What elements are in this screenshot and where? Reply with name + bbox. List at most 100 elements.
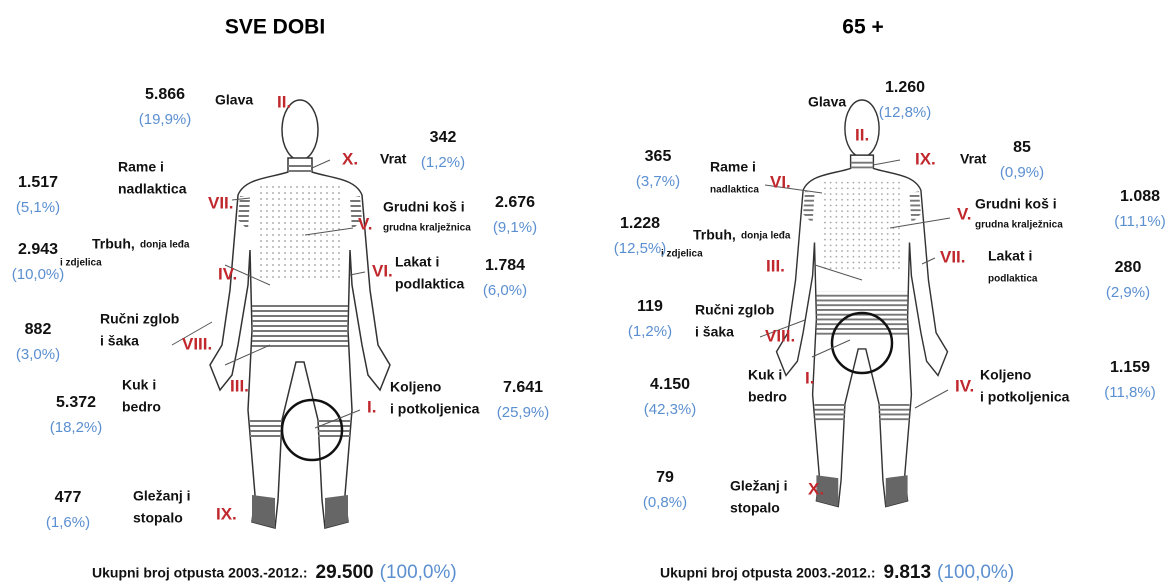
region-count: 5.866 [145, 86, 185, 103]
region-count: 5.372 [56, 394, 96, 411]
footer-total: 9.813 [884, 562, 932, 583]
region-percent: (9,1%) [493, 219, 537, 236]
region-count: 342 [430, 129, 457, 146]
region-percent: (1,6%) [46, 514, 90, 531]
footer-percent: (100,0%) [937, 562, 1014, 583]
region-name: donja leđa [741, 231, 791, 242]
region-percent: (2,9%) [1106, 284, 1150, 301]
region-numeral: VI. [770, 172, 791, 191]
region-name: grudna kralježnica [383, 223, 471, 234]
region-count: 1.517 [18, 174, 58, 191]
region-name: Vrat [960, 151, 987, 167]
region-name: Grudni koš i [383, 199, 465, 215]
region-count: 79 [656, 469, 674, 486]
region-name: Kuk i [122, 377, 156, 393]
region-name: Glava [215, 92, 253, 108]
region-name: Grudni koš i [975, 196, 1057, 212]
region-percent: (11,1%) [1114, 213, 1165, 230]
region-count: 7.641 [503, 379, 543, 396]
region-name: Trbuh, [92, 236, 135, 252]
panel-title: 65 + [842, 16, 883, 39]
region-percent: (10,0%) [12, 266, 65, 283]
region-count: 2.676 [495, 194, 535, 211]
region-numeral: V. [957, 204, 972, 223]
region-count: 1.260 [885, 79, 925, 96]
region-name: Koljeno [390, 379, 441, 395]
region-name: Trbuh, [693, 227, 736, 243]
region-count: 119 [637, 298, 663, 315]
region-name: Gležanj i [730, 478, 788, 494]
region-percent: (6,0%) [483, 282, 527, 299]
region-numeral: VI. [372, 261, 393, 280]
region-name: i zdjelica [661, 249, 703, 260]
region-percent: (3,0%) [16, 346, 60, 363]
region-name: i zdjelica [60, 258, 102, 269]
region-percent: (1,2%) [628, 323, 672, 340]
region-numeral: IX. [915, 149, 936, 168]
region-percent: (11,8%) [1104, 384, 1155, 401]
region-numeral: IV. [218, 264, 237, 283]
region-numeral: X. [342, 149, 358, 168]
region-count: 2.943 [18, 241, 58, 258]
region-percent: (42,3%) [644, 401, 697, 418]
region-count: 1.159 [1110, 359, 1150, 376]
region-count: 280 [1115, 259, 1142, 276]
region-count: 477 [55, 489, 82, 506]
region-percent: (5,1%) [16, 199, 60, 216]
panel-title: SVE DOBI [225, 16, 325, 39]
region-name: nadlaktica [710, 185, 759, 196]
region-numeral: II. [855, 125, 869, 144]
region-name: podlaktica [395, 276, 464, 292]
region-name: Rame i [118, 159, 164, 175]
region-percent: (19,9%) [139, 111, 192, 128]
region-percent: (25,9%) [497, 404, 550, 421]
region-name: Lakat i [988, 248, 1032, 264]
region-name: Gležanj i [133, 488, 191, 504]
region-count: 1.784 [485, 257, 525, 274]
region-numeral: V. [358, 214, 373, 233]
region-count: 4.150 [650, 376, 690, 393]
region-name: bedro [122, 399, 161, 415]
region-numeral: VIII. [765, 326, 795, 345]
region-name: Ručni zglob [100, 311, 179, 327]
region-percent: (12,5%) [614, 240, 667, 257]
region-count: 1.228 [620, 215, 660, 232]
region-count: 365 [645, 148, 672, 165]
region-percent: (0,8%) [643, 494, 687, 511]
region-name: Ručni zglob [695, 302, 774, 318]
region-name: Vrat [380, 151, 407, 167]
region-percent: (3,7%) [636, 173, 680, 190]
region-name: podlaktica [988, 274, 1038, 285]
region-numeral: VII. [208, 193, 234, 212]
body-figure [209, 99, 391, 529]
region-name: i šaka [100, 333, 139, 349]
region-numeral: IV. [955, 376, 974, 395]
region-name: grudna kralježnica [975, 220, 1063, 231]
region-numeral: IX. [216, 504, 237, 523]
region-percent: (12,8%) [879, 104, 932, 121]
region-numeral: I. [367, 397, 376, 416]
highlight-circle [830, 311, 894, 375]
region-count: 882 [25, 321, 52, 338]
footer-percent: (100,0%) [380, 562, 457, 583]
region-name: nadlaktica [118, 181, 187, 197]
region-numeral: X. [808, 479, 824, 498]
region-count: 85 [1013, 139, 1031, 156]
region-name: Koljeno [980, 367, 1031, 383]
region-name: donja leđa [140, 240, 190, 251]
region-numeral: III. [766, 256, 785, 275]
region-name: Kuk i [748, 367, 782, 383]
region-numeral: VIII. [182, 334, 212, 353]
highlight-circle [280, 398, 344, 462]
region-numeral: I. [805, 368, 814, 387]
region-name: bedro [748, 389, 787, 405]
region-name: Lakat i [395, 254, 439, 270]
pointer-lines [171, 159, 951, 429]
region-name: i potkoljenica [980, 389, 1070, 405]
region-percent: (1,2%) [421, 154, 465, 171]
region-numeral: III. [230, 376, 249, 395]
region-name: i potkoljenica [390, 401, 480, 417]
region-name: Rame i [710, 159, 756, 175]
region-numeral: II. [277, 92, 291, 111]
